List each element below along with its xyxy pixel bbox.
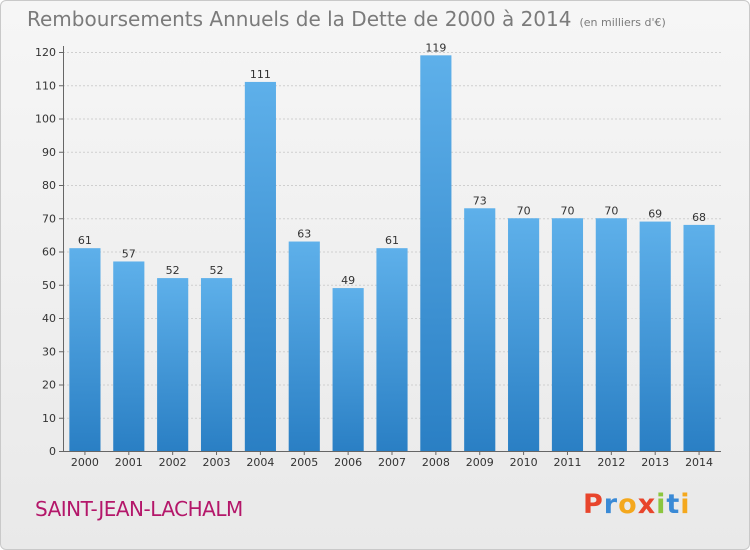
bar <box>683 224 715 451</box>
logo-letter: i <box>680 489 691 520</box>
y-tick-label: 110 <box>35 79 56 92</box>
x-tick-label: 2002 <box>159 456 187 469</box>
bar-value-label: 61 <box>78 234 92 247</box>
logo-letter: r <box>603 489 619 520</box>
logo-letter: i <box>656 489 667 520</box>
bar <box>113 261 145 451</box>
x-tick-label: 2011 <box>553 456 581 469</box>
bar <box>420 55 452 451</box>
x-tick-label: 2014 <box>685 456 713 469</box>
bar <box>288 241 320 451</box>
bars: 61 57 52 52 111 63 49 61 119 73 70 70 70 69 68 <box>69 41 715 452</box>
y-tick-label: 30 <box>42 345 56 358</box>
y-tick-label: 80 <box>42 179 56 192</box>
x-tick-label: 2006 <box>334 456 362 469</box>
bar-value-label: 49 <box>341 274 355 287</box>
bar-value-label: 57 <box>122 247 136 260</box>
y-tick-label: 20 <box>42 379 56 392</box>
bar-value-label: 69 <box>648 208 662 221</box>
logo-letter: P <box>583 489 604 520</box>
x-tick-label: 2000 <box>71 456 99 469</box>
x-tick-label: 2009 <box>466 456 494 469</box>
proxiti-logo: Proxiti <box>583 489 691 520</box>
bar <box>244 81 276 452</box>
y-tick-label: 10 <box>42 412 56 425</box>
y-tick-label: 60 <box>42 246 56 259</box>
bar <box>200 278 233 451</box>
chart-unit-label: (en milliers d'€) <box>579 16 666 29</box>
x-tick-label: 2003 <box>203 456 231 469</box>
bar-value-label: 63 <box>297 228 311 241</box>
y-tick-label: 40 <box>42 312 56 325</box>
y-tick-label: 100 <box>35 113 56 126</box>
commune-name: SAINT-JEAN-LACHALM <box>35 497 243 521</box>
bar-value-label: 52 <box>210 264 224 277</box>
logo-letter: o <box>618 489 638 520</box>
x-tick-label: 2012 <box>597 456 625 469</box>
bar <box>464 208 496 451</box>
y-tick-label: 0 <box>49 445 56 458</box>
bar-value-label: 68 <box>692 211 706 224</box>
bar-value-label: 70 <box>517 204 531 217</box>
y-tick-label: 90 <box>42 146 56 159</box>
x-tick-label: 2005 <box>290 456 318 469</box>
x-tick-label: 2008 <box>422 456 450 469</box>
bar <box>595 218 627 451</box>
bar-value-label: 73 <box>473 194 487 207</box>
bar-value-label: 111 <box>250 68 271 81</box>
x-tick-label: 2013 <box>641 456 669 469</box>
y-tick-label: 70 <box>42 212 56 225</box>
y-tick-label: 120 <box>35 46 56 59</box>
logo-letter: t <box>666 489 681 520</box>
x-tick-label: 2004 <box>246 456 274 469</box>
y-axis-ticks: 0 10 20 30 40 50 60 70 80 90 100 110 120 <box>35 46 63 458</box>
bar-value-label: 61 <box>385 234 399 247</box>
bar-value-label: 119 <box>425 41 446 54</box>
bar-value-label: 70 <box>560 204 574 217</box>
bar <box>332 288 364 451</box>
bar-value-label: 70 <box>604 204 618 217</box>
bar <box>376 248 408 451</box>
y-tick-label: 50 <box>42 279 56 292</box>
x-tick-label: 2001 <box>115 456 143 469</box>
chart-title: Remboursements Annuels de la Dette de 20… <box>27 7 666 31</box>
x-axis-ticks: 2000 2001 2002 2003 2004 2005 2006 2007 2008 2009… <box>71 451 713 469</box>
bar <box>157 278 189 451</box>
bar-value-label: 52 <box>166 264 180 277</box>
bar <box>508 218 540 451</box>
bar <box>69 248 101 451</box>
bar <box>639 221 671 451</box>
bar <box>551 218 584 451</box>
x-tick-label: 2007 <box>378 456 406 469</box>
x-tick-label: 2010 <box>510 456 538 469</box>
logo-letter: x <box>637 489 657 520</box>
chart-title-text: Remboursements Annuels de la Dette de 20… <box>27 7 572 31</box>
